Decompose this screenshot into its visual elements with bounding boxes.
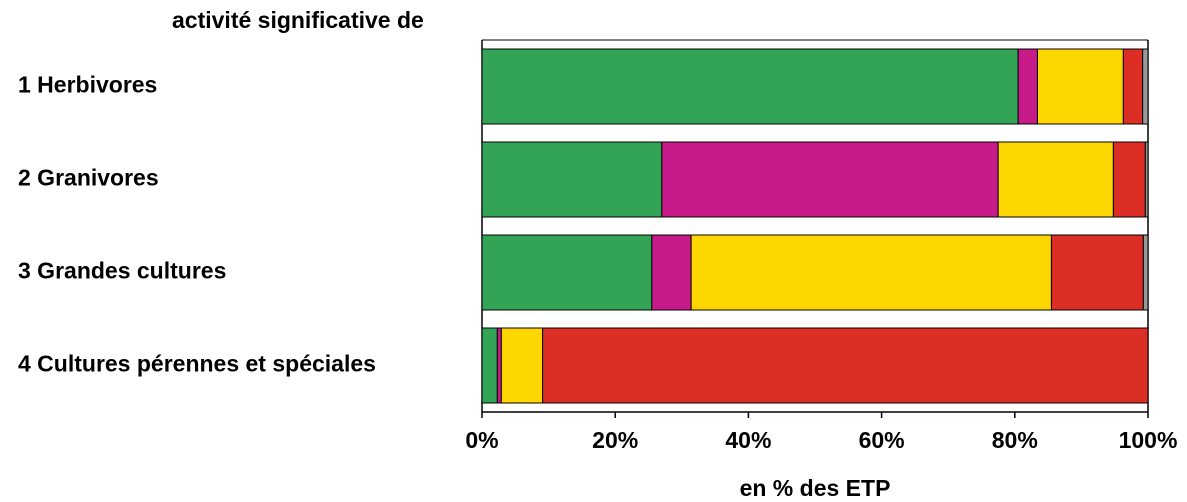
category-label: 3 Grandes cultures — [18, 258, 226, 284]
bar-segment — [997, 141, 1114, 218]
bar-segment — [1122, 48, 1144, 125]
x-tick-label: 0% — [465, 427, 498, 453]
bar-segment — [690, 234, 1052, 311]
x-axis-label: en % des ETP — [740, 475, 891, 501]
category-label: 2 Granivores — [18, 165, 159, 191]
bar-segment — [1142, 234, 1149, 311]
x-tick-label: 100% — [1119, 427, 1178, 453]
bar-segment — [542, 327, 1149, 404]
x-tick-label: 20% — [592, 427, 638, 453]
bar-segment — [481, 327, 498, 404]
bar-segment — [1036, 48, 1124, 125]
bar-segment — [496, 327, 502, 404]
x-tick-label: 60% — [859, 427, 905, 453]
bar-segment — [651, 234, 692, 311]
x-tick-label: 80% — [992, 427, 1038, 453]
bar-segment — [500, 327, 544, 404]
chart-title: activité significative de — [172, 7, 424, 33]
bar-segment — [1142, 48, 1149, 125]
bar-segment — [661, 141, 999, 218]
x-tick-label: 40% — [725, 427, 771, 453]
category-label: 1 Herbivores — [18, 72, 157, 98]
bar-segment — [481, 234, 653, 311]
bar-segment — [481, 141, 663, 218]
bar-segment — [481, 48, 1019, 125]
category-label: 4 Cultures pérennes et spéciales — [18, 351, 376, 377]
bar-segment — [1050, 234, 1144, 311]
bar-segment — [1017, 48, 1038, 125]
bar-segment — [1112, 141, 1146, 218]
bar-segment — [1144, 141, 1149, 218]
